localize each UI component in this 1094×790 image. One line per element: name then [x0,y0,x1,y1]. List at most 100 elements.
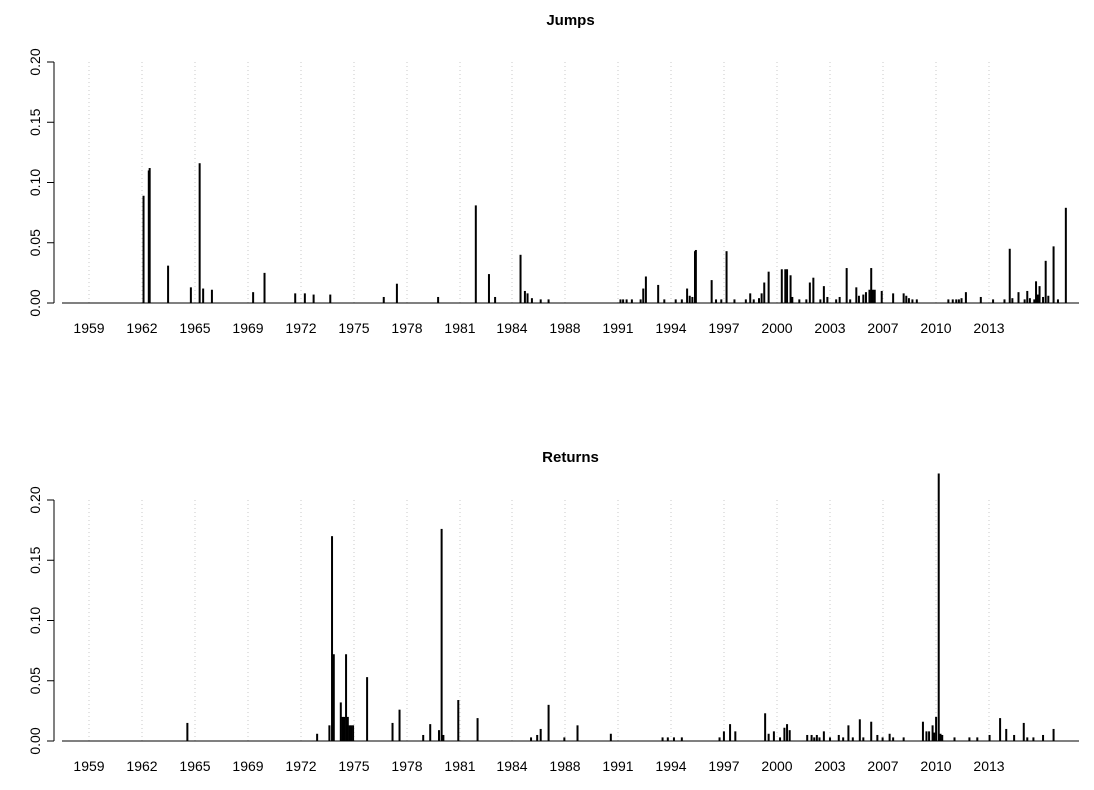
x-tick-label: 2013 [973,320,1004,336]
bar [921,721,924,741]
bar [764,713,767,741]
bar [341,716,344,741]
bar [148,168,151,303]
bar [437,296,440,303]
bar [210,289,213,303]
bar [539,299,542,303]
bar [619,299,622,303]
bar [749,293,752,303]
bar [791,296,794,303]
x-tick-label: 1962 [126,758,157,774]
bar [862,737,865,741]
bar [1042,296,1045,303]
x-tick-label: 2003 [814,320,845,336]
bar [810,734,813,741]
bar [476,718,479,741]
bar [312,294,315,303]
bar [1052,728,1055,741]
bar [813,737,816,741]
bar [815,734,818,741]
x-tick-label: 1981 [444,758,475,774]
bar [992,299,995,303]
bar [1038,286,1041,303]
bar [440,528,443,741]
bar [1017,292,1020,303]
bar [437,730,440,741]
bar [812,277,815,303]
x-tick-label: 1988 [549,320,580,336]
x-tick-label: 1972 [285,320,316,336]
bar [1028,298,1031,303]
bar [343,716,346,741]
x-tick-label: 1994 [655,320,686,336]
bar [752,299,755,303]
bar [964,292,967,303]
bar [710,280,713,303]
bar [1047,295,1050,303]
bar [868,289,871,303]
bar [345,654,348,741]
bar [1035,281,1038,303]
x-tick-label: 1991 [602,320,633,336]
bar [523,290,526,303]
y-tick-label: 0.10 [27,169,43,196]
bar [881,737,884,741]
x-tick-label: 1959 [73,320,104,336]
bar [672,737,675,741]
bar [1036,294,1039,303]
bar [829,737,832,741]
bar [657,284,660,303]
bar [941,734,944,741]
bar [931,725,934,741]
bar [786,269,789,303]
bar [661,737,664,741]
bar [294,293,297,303]
bar [767,271,770,303]
bar [858,719,861,741]
x-tick-label: 1994 [655,758,686,774]
x-tick-label: 1991 [602,758,633,774]
bar [644,276,647,303]
bar [784,269,787,303]
bar [892,737,895,741]
bar [772,731,775,741]
x-tick-label: 2003 [814,758,845,774]
bar [674,299,677,303]
bar [688,295,691,303]
bar [733,299,736,303]
bar [760,293,763,303]
chart-title: Returns [542,449,599,466]
bar [328,725,331,741]
bar [398,709,401,741]
bar [960,298,963,303]
y-tick-label: 0.10 [27,607,43,634]
bar [663,299,666,303]
bar [744,299,747,303]
bar [457,700,460,741]
bar [819,299,822,303]
x-tick-label: 1969 [232,320,263,336]
bar [316,733,319,741]
bar [1023,299,1026,303]
bar [902,293,905,303]
bar [1022,722,1025,741]
bar [947,299,950,303]
bar [979,296,982,303]
bar [642,288,645,303]
bar [842,737,845,741]
bar [779,737,782,741]
bar [263,272,266,303]
bar [1042,734,1045,741]
bar [639,299,642,303]
bar [767,733,770,741]
bar [876,734,879,741]
bar [734,731,737,741]
bar [939,733,942,741]
bar [999,718,1002,741]
bar [1008,248,1011,303]
x-tick-label: 1959 [73,758,104,774]
bar [530,298,533,303]
bar [1011,298,1014,303]
